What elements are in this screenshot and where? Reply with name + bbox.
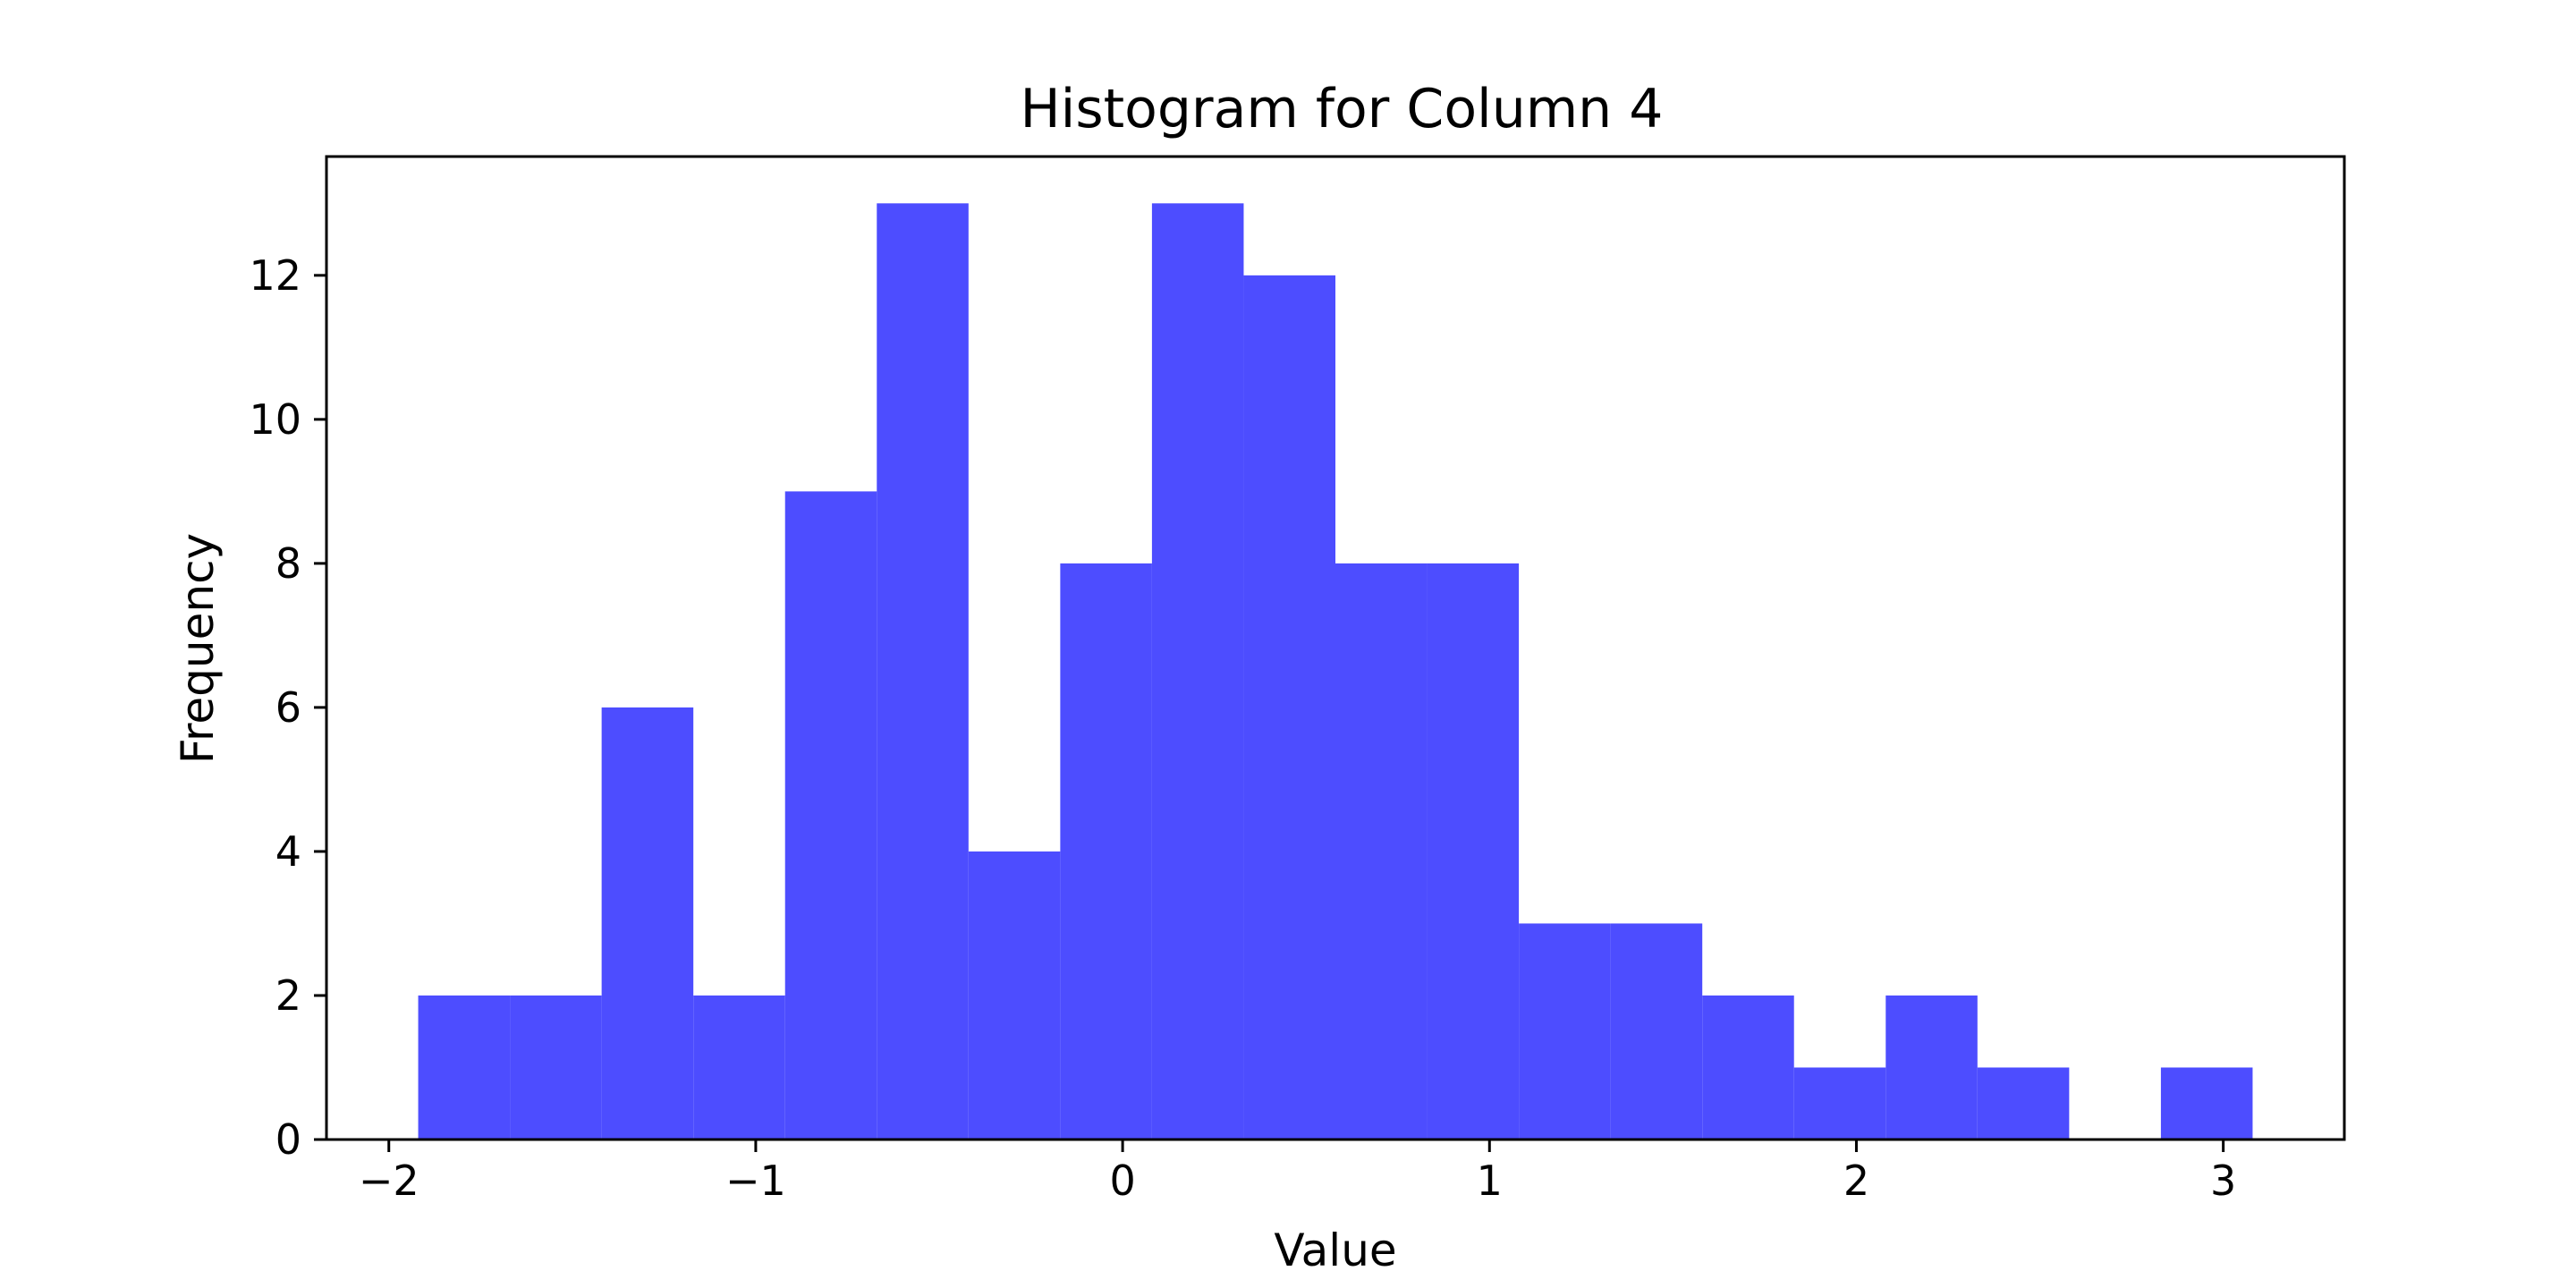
histogram-bar [2160,1067,2253,1140]
x-tick-label: 0 [1109,1157,1135,1205]
histogram-bar [1702,995,1794,1140]
histogram-bar [418,995,511,1140]
x-axis-label: Value [1274,1224,1396,1276]
x-tick-label: −1 [725,1157,786,1205]
histogram-bar [1427,563,1520,1140]
histogram-bar [1243,275,1335,1140]
histogram-bar [1151,203,1244,1140]
histogram-bar [1977,1067,2070,1140]
x-tick-label: 1 [1477,1157,1503,1205]
histogram-bar [510,995,602,1140]
y-tick-label: 2 [275,971,301,1020]
histogram-bar [1519,923,1611,1140]
histogram-bar [1060,563,1152,1140]
y-tick-label: 12 [249,251,301,300]
histogram-bar [968,851,1061,1140]
x-tick-label: 2 [1843,1157,1869,1205]
histogram-bar [877,203,969,1140]
y-axis-ticks: 0 2 4 6 8 10 12 [249,251,326,1164]
y-tick-label: 4 [275,827,301,876]
y-tick-label: 0 [275,1115,301,1164]
x-axis-ticks: −2 −1 0 1 2 3 [359,1140,2236,1205]
bars [418,203,2253,1140]
histogram-bar [1885,995,1978,1140]
histogram-bar [693,995,785,1140]
y-tick-label: 6 [275,683,301,732]
y-axis-label: Frequency [172,533,224,764]
x-tick-label: −2 [359,1157,419,1205]
plot-frame [325,155,2346,1141]
y-tick-label: 10 [249,395,301,444]
histogram-bar [1793,1067,1886,1140]
histogram-bar [1335,563,1428,1140]
histogram-bar [1610,923,1703,1140]
histogram-bar [601,707,694,1140]
histogram-bar [784,491,877,1140]
y-tick-label: 8 [275,539,301,588]
chart-title: Histogram for Column 4 [1021,78,1664,140]
x-tick-label: 3 [2210,1157,2236,1205]
